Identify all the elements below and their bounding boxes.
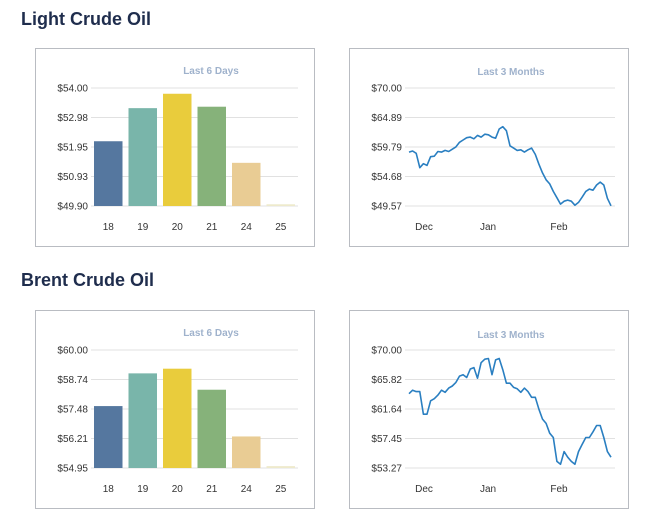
bar xyxy=(266,466,295,468)
light-crude-bar-panel: Last 6 Days $54.00 $52.98 $51.95 $50.93 $49.… xyxy=(35,48,315,247)
bar xyxy=(163,368,192,468)
x-tick-label: 20 xyxy=(172,222,184,233)
y-tick-label: $70.00 xyxy=(371,346,402,357)
x-tick-label: Jan xyxy=(480,484,496,495)
y-tick-label: $50.93 xyxy=(57,172,88,183)
bar xyxy=(94,406,123,468)
y-tick-label: $64.89 xyxy=(371,113,402,124)
x-tick-label: Dec xyxy=(415,484,433,495)
x-tick-label: 19 xyxy=(137,484,149,495)
chart-title: Last 6 Days xyxy=(183,328,239,339)
y-tick-label: $57.45 xyxy=(371,434,402,445)
bar xyxy=(266,204,295,206)
x-tick-label: Feb xyxy=(550,222,568,233)
chart-title: Last 6 Days xyxy=(183,66,239,77)
y-tick-label: $54.00 xyxy=(57,84,88,95)
light-crude-bar-chart: Last 6 Days $54.00 $52.98 $51.95 $50.93 $49.… xyxy=(57,66,298,233)
y-tick-label: $65.82 xyxy=(371,375,402,386)
y-tick-label: $59.79 xyxy=(371,143,402,154)
x-tick-label: 24 xyxy=(241,484,253,495)
y-tick-label: $60.00 xyxy=(57,346,88,357)
brent-crude-line-panel: Last 3 Months $70.00 $65.82 $61.64 $57.45 $5… xyxy=(349,310,629,509)
x-tick-label: 21 xyxy=(206,222,218,233)
y-tick-label: $61.64 xyxy=(371,405,402,416)
light-crude-line-panel: Last 3 Months $70.00 $64.89 $59.79 $54.68 $4… xyxy=(349,48,629,247)
brent-crude-title: Brent Crude Oil xyxy=(21,270,155,290)
chart-title: Last 3 Months xyxy=(477,67,545,78)
y-tick-label: $49.57 xyxy=(371,202,402,213)
bar xyxy=(163,93,192,206)
x-tick-label: 24 xyxy=(241,222,253,233)
y-tick-label: $56.21 xyxy=(57,434,88,445)
brent-crude-line-chart: Last 3 Months $70.00 $65.82 $61.64 $57.45 $5… xyxy=(371,330,615,495)
x-tick-label: Jan xyxy=(480,222,496,233)
x-tick-label: 25 xyxy=(275,484,287,495)
price-line xyxy=(408,125,612,207)
y-tick-label: $54.68 xyxy=(371,172,402,183)
x-tick-label: 20 xyxy=(172,484,184,495)
x-tick-label: 18 xyxy=(103,484,115,495)
bar xyxy=(94,141,123,206)
x-tick-label: 18 xyxy=(103,222,115,233)
y-tick-label: $52.98 xyxy=(57,113,88,124)
x-tick-label: 25 xyxy=(275,222,287,233)
bar xyxy=(197,389,226,468)
x-tick-label: Dec xyxy=(415,222,433,233)
y-tick-label: $49.90 xyxy=(57,202,88,213)
brent-crude-bar-chart: Last 6 Days $60.00 $58.74 $57.48 $56.21 $54.… xyxy=(57,328,298,495)
chart-title: Last 3 Months xyxy=(477,330,545,341)
bar xyxy=(128,108,157,206)
x-tick-label: Feb xyxy=(550,484,568,495)
y-tick-label: $54.95 xyxy=(57,464,88,475)
brent-crude-bar-panel: Last 6 Days $60.00 $58.74 $57.48 $56.21 $54.… xyxy=(35,310,315,509)
bar xyxy=(232,162,261,206)
bar xyxy=(232,436,261,468)
y-tick-label: $70.00 xyxy=(371,84,402,95)
y-tick-label: $51.95 xyxy=(57,143,88,154)
bar xyxy=(128,373,157,468)
bar xyxy=(197,106,226,206)
y-tick-label: $58.74 xyxy=(57,375,88,386)
price-line xyxy=(408,357,612,466)
x-tick-label: 19 xyxy=(137,222,149,233)
light-crude-line-chart: Last 3 Months $70.00 $64.89 $59.79 $54.68 $4… xyxy=(371,67,615,233)
y-tick-label: $57.48 xyxy=(57,405,88,416)
y-tick-label: $53.27 xyxy=(371,464,402,475)
x-tick-label: 21 xyxy=(206,484,218,495)
light-crude-title: Light Crude Oil xyxy=(21,9,151,29)
